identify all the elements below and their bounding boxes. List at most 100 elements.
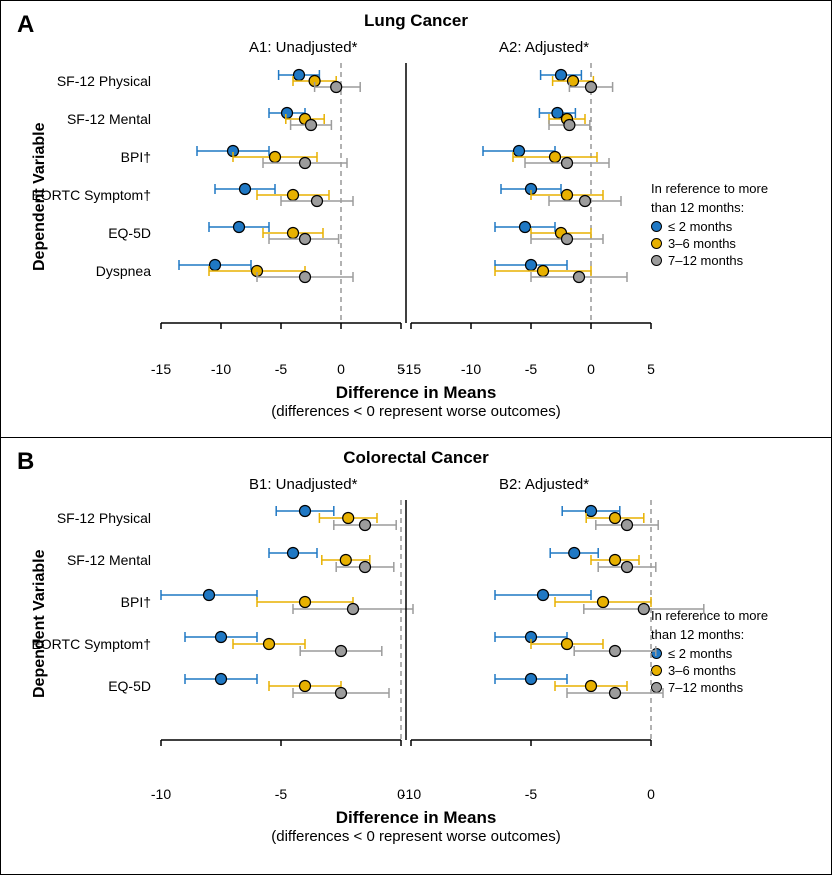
tick-label: 5 — [647, 361, 655, 377]
point-marker — [526, 260, 537, 271]
point-marker — [538, 266, 549, 277]
category-label: EORTC Symptom† — [1, 636, 151, 652]
point-marker — [550, 152, 561, 163]
point-marker — [610, 646, 621, 657]
tick-label: -10 — [151, 786, 171, 802]
point-marker — [312, 196, 323, 207]
forest-plot — [411, 63, 651, 353]
legend-marker — [651, 255, 662, 266]
x-axis-sublabel: (differences < 0 represent worse outcome… — [1, 403, 831, 420]
tick-label: -10 — [461, 361, 481, 377]
category-label: BPI† — [1, 149, 151, 165]
point-marker — [360, 562, 371, 573]
point-marker — [336, 688, 347, 699]
point-marker — [210, 260, 221, 271]
subplot-title: B2: Adjusted* — [499, 476, 589, 493]
panel-title: Colorectal Cancer — [1, 448, 831, 468]
legend-item: ≤ 2 months — [651, 646, 821, 661]
point-marker — [288, 548, 299, 559]
point-marker — [300, 506, 311, 517]
category-label: SF-12 Physical — [1, 73, 151, 89]
panel-title: Lung Cancer — [1, 11, 831, 31]
legend: In reference to more than 12 months: ≤ 2 m… — [651, 181, 821, 270]
point-marker — [562, 639, 573, 650]
figure-container: ALung CancerA1: Unadjusted*A2: Adjusted*… — [0, 0, 832, 875]
legend-title: In reference to more — [651, 181, 821, 196]
legend-label: 7–12 months — [668, 253, 743, 268]
point-marker — [240, 184, 251, 195]
tick-label: -5 — [525, 361, 537, 377]
tick-label: -5 — [525, 786, 537, 802]
point-marker — [562, 158, 573, 169]
forest-plot — [161, 500, 401, 770]
point-marker — [586, 506, 597, 517]
point-marker — [306, 120, 317, 131]
tick-label: -10 — [211, 361, 231, 377]
tick-label: -5 — [275, 361, 287, 377]
tick-label: 0 — [647, 786, 655, 802]
category-label: SF-12 Physical — [1, 510, 151, 526]
panel-B: BColorectal CancerB1: Unadjusted*B2: Adj… — [1, 438, 831, 874]
legend-title: than 12 months: — [651, 200, 821, 215]
legend-label: 3–6 months — [668, 663, 736, 678]
category-label: EQ-5D — [1, 678, 151, 694]
legend-marker — [651, 665, 662, 676]
point-marker — [622, 520, 633, 531]
category-label: EQ-5D — [1, 225, 151, 241]
tick-label: -10 — [401, 786, 421, 802]
legend-item: 7–12 months — [651, 253, 821, 268]
legend: In reference to more than 12 months: ≤ 2 m… — [651, 608, 821, 697]
point-marker — [343, 513, 354, 524]
category-label: EORTC Symptom† — [1, 187, 151, 203]
legend-marker — [651, 682, 662, 693]
point-marker — [288, 228, 299, 239]
point-marker — [300, 597, 311, 608]
point-marker — [234, 222, 245, 233]
point-marker — [580, 196, 591, 207]
category-label: SF-12 Mental — [1, 552, 151, 568]
point-marker — [552, 108, 563, 119]
point-marker — [610, 555, 621, 566]
point-marker — [574, 272, 585, 283]
point-marker — [520, 222, 531, 233]
point-marker — [294, 70, 305, 81]
point-marker — [526, 674, 537, 685]
legend-label: ≤ 2 months — [668, 219, 732, 234]
point-marker — [586, 82, 597, 93]
legend-marker — [651, 221, 662, 232]
tick-label: -5 — [275, 786, 287, 802]
legend-label: 3–6 months — [668, 236, 736, 251]
subplot-title: A1: Unadjusted* — [249, 39, 357, 56]
point-marker — [622, 562, 633, 573]
point-marker — [288, 190, 299, 201]
point-marker — [340, 555, 351, 566]
point-marker — [610, 513, 621, 524]
category-label: BPI† — [1, 594, 151, 610]
point-marker — [300, 681, 311, 692]
point-marker — [556, 70, 567, 81]
point-marker — [514, 146, 525, 157]
y-axis-label: Dependent Variable — [31, 550, 49, 699]
point-marker — [204, 590, 215, 601]
point-marker — [569, 548, 580, 559]
tick-label: -15 — [151, 361, 171, 377]
tick-label: 0 — [587, 361, 595, 377]
point-marker — [360, 520, 371, 531]
legend-label: 7–12 months — [668, 680, 743, 695]
legend-title: In reference to more — [651, 608, 821, 623]
point-marker — [586, 681, 597, 692]
point-marker — [300, 234, 311, 245]
legend-item: 3–6 months — [651, 663, 821, 678]
legend-title: than 12 months: — [651, 627, 821, 642]
category-label: SF-12 Mental — [1, 111, 151, 127]
point-marker — [300, 272, 311, 283]
category-label: Dyspnea — [1, 263, 151, 279]
point-marker — [348, 604, 359, 615]
legend-item: ≤ 2 months — [651, 219, 821, 234]
point-marker — [331, 82, 342, 93]
legend-marker — [651, 238, 662, 249]
tick-label: 0 — [337, 361, 345, 377]
point-marker — [270, 152, 281, 163]
point-marker — [562, 190, 573, 201]
legend-label: ≤ 2 months — [668, 646, 732, 661]
